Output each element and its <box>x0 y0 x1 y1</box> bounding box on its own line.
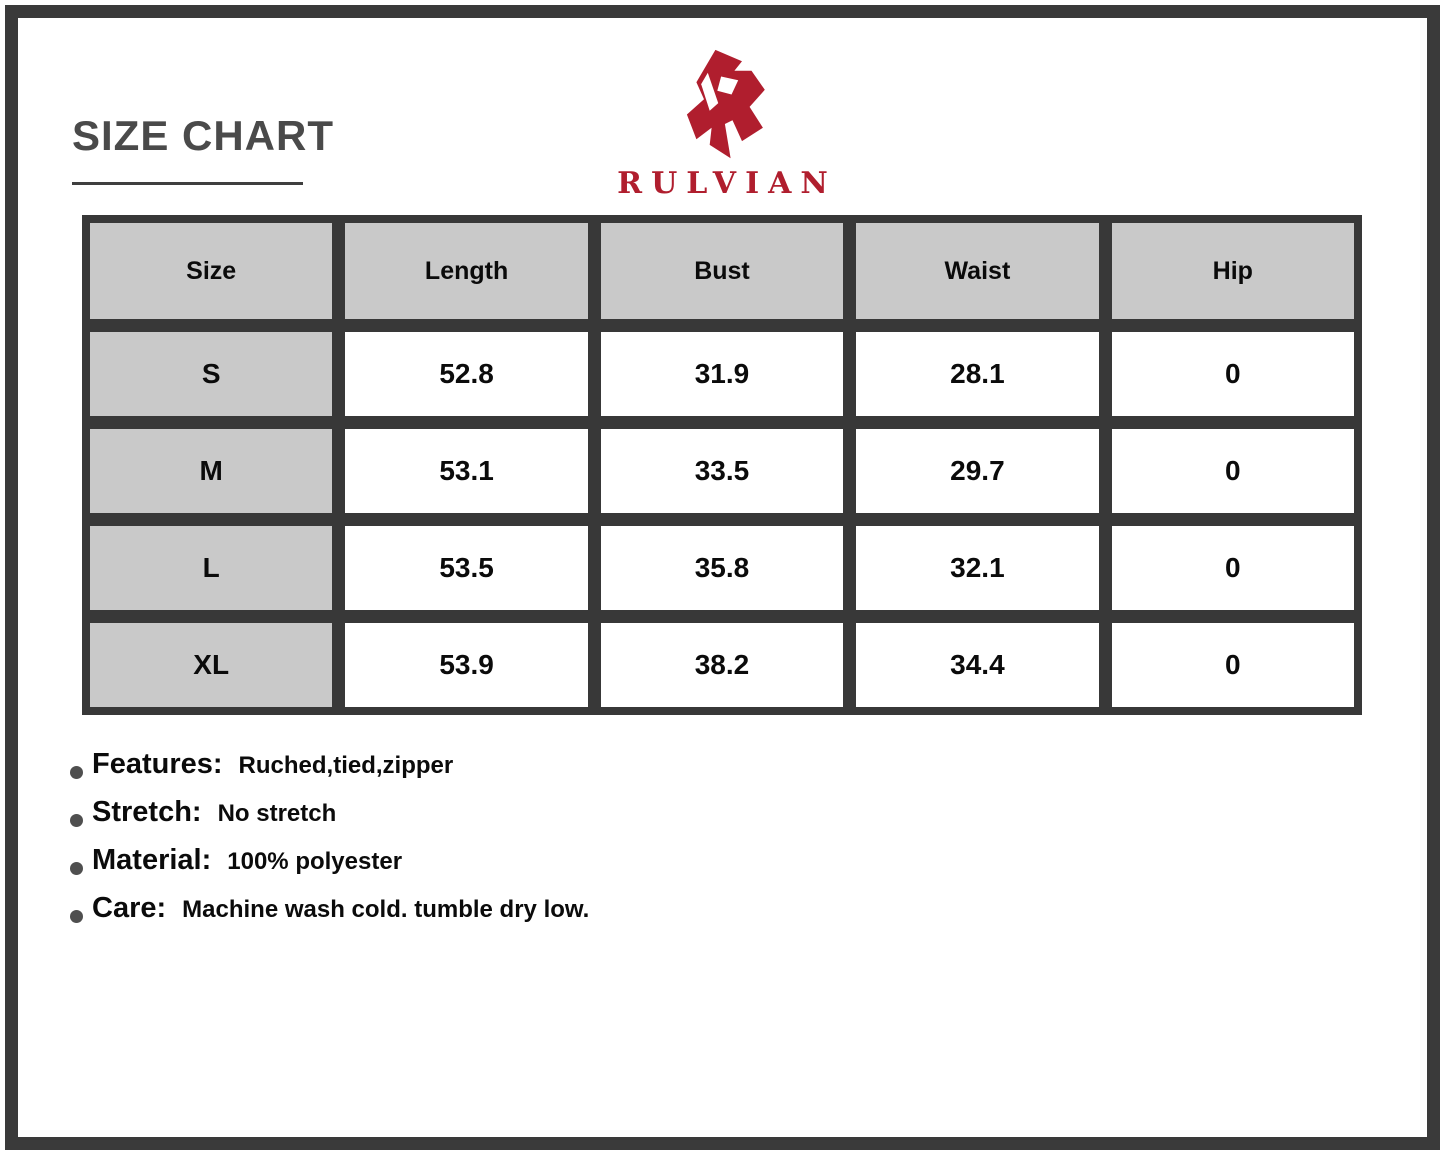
detail-label-care: Care: <box>92 892 167 924</box>
cell-xl-length: 53.9 <box>345 623 588 707</box>
column-header-hip: Hip <box>1111 223 1354 319</box>
title-underline <box>72 182 303 185</box>
detail-label-stretch: Stretch: <box>92 796 202 828</box>
column-header-bust: Bust <box>600 223 844 319</box>
cell-s-hip: 0 <box>1111 332 1354 416</box>
cell-l-bust: 35.8 <box>600 526 844 610</box>
cell-s-waist: 28.1 <box>856 332 1099 416</box>
product-details-list: Features: Ruched,tied,zipper Stretch: No… <box>70 748 589 940</box>
column-header-length: Length <box>345 223 588 319</box>
angular-r-monogram-icon <box>0 48 1445 162</box>
bullet-icon <box>70 813 83 827</box>
list-item: Stretch: No stretch <box>70 796 589 844</box>
list-item: Care: Machine wash cold. tumble dry low. <box>70 892 589 940</box>
cell-m-length: 53.1 <box>345 429 588 513</box>
cell-l-length: 53.5 <box>345 526 588 610</box>
detail-label-material: Material: <box>92 844 212 876</box>
cell-l-hip: 0 <box>1111 526 1354 610</box>
page-title: SIZE CHART <box>72 112 334 159</box>
row-size-m: M <box>90 429 333 513</box>
cell-m-bust: 33.5 <box>600 429 844 513</box>
detail-label-features: Features: <box>92 748 223 780</box>
cell-xl-hip: 0 <box>1111 623 1354 707</box>
detail-value-features: Ruched,tied,zipper <box>238 752 454 779</box>
detail-value-material: 100% polyester <box>227 848 403 875</box>
brand-wordmark: RULVIAN <box>617 166 837 201</box>
list-item: Material: 100% polyester <box>70 844 589 892</box>
bullet-icon <box>70 861 83 875</box>
bullet-icon <box>70 765 83 779</box>
list-item: Features: Ruched,tied,zipper <box>70 748 589 796</box>
cell-m-waist: 29.7 <box>856 429 1099 513</box>
row-size-s: S <box>90 332 333 416</box>
cell-s-length: 52.8 <box>345 332 588 416</box>
brand-logo: RULVIAN <box>0 48 1445 201</box>
row-size-xl: XL <box>90 623 333 707</box>
cell-l-waist: 32.1 <box>856 526 1099 610</box>
cell-xl-bust: 38.2 <box>600 623 844 707</box>
column-header-size: Size <box>90 223 333 319</box>
cell-s-bust: 31.9 <box>600 332 844 416</box>
column-header-waist: Waist <box>856 223 1099 319</box>
cell-xl-waist: 34.4 <box>856 623 1099 707</box>
cell-m-hip: 0 <box>1111 429 1354 513</box>
size-chart-table: Size Length Bust Waist Hip S 52.8 31.9 2… <box>82 215 1362 715</box>
row-size-l: L <box>90 526 333 610</box>
bullet-icon <box>70 909 83 923</box>
detail-value-stretch: No stretch <box>217 800 337 827</box>
detail-value-care: Machine wash cold. tumble dry low. <box>182 896 590 923</box>
